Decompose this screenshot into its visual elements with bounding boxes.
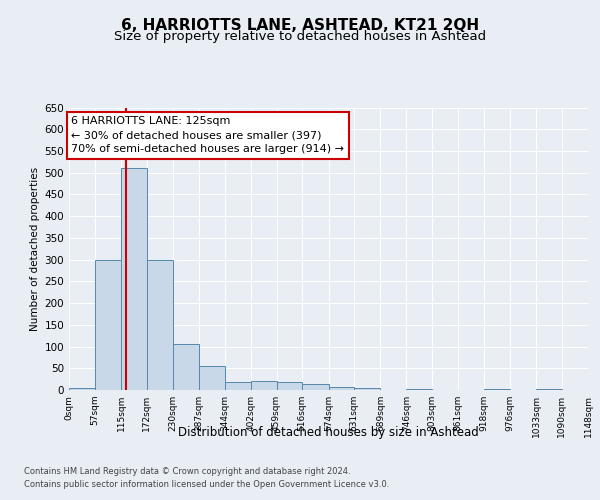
Bar [173,344,199,390]
Bar [69,388,95,390]
Bar [406,389,432,390]
Bar [329,386,354,390]
Bar [251,382,277,390]
Bar [536,389,562,390]
Bar [224,382,251,390]
Text: 6 HARRIOTTS LANE: 125sqm
← 30% of detached houses are smaller (397)
70% of semi-: 6 HARRIOTTS LANE: 125sqm ← 30% of detach… [71,116,344,154]
Text: Size of property relative to detached houses in Ashtead: Size of property relative to detached ho… [114,30,486,43]
Bar [484,389,510,390]
Bar [95,260,121,390]
Text: Distribution of detached houses by size in Ashtead: Distribution of detached houses by size … [178,426,479,439]
Bar [277,382,302,390]
Bar [121,168,147,390]
Bar [354,388,380,390]
Y-axis label: Number of detached properties: Number of detached properties [30,166,40,331]
Bar [302,384,329,390]
Text: Contains HM Land Registry data © Crown copyright and database right 2024.: Contains HM Land Registry data © Crown c… [24,467,350,476]
Bar [199,366,224,390]
Text: 6, HARRIOTTS LANE, ASHTEAD, KT21 2QH: 6, HARRIOTTS LANE, ASHTEAD, KT21 2QH [121,18,479,32]
Bar [147,260,173,390]
Text: Contains public sector information licensed under the Open Government Licence v3: Contains public sector information licen… [24,480,389,489]
